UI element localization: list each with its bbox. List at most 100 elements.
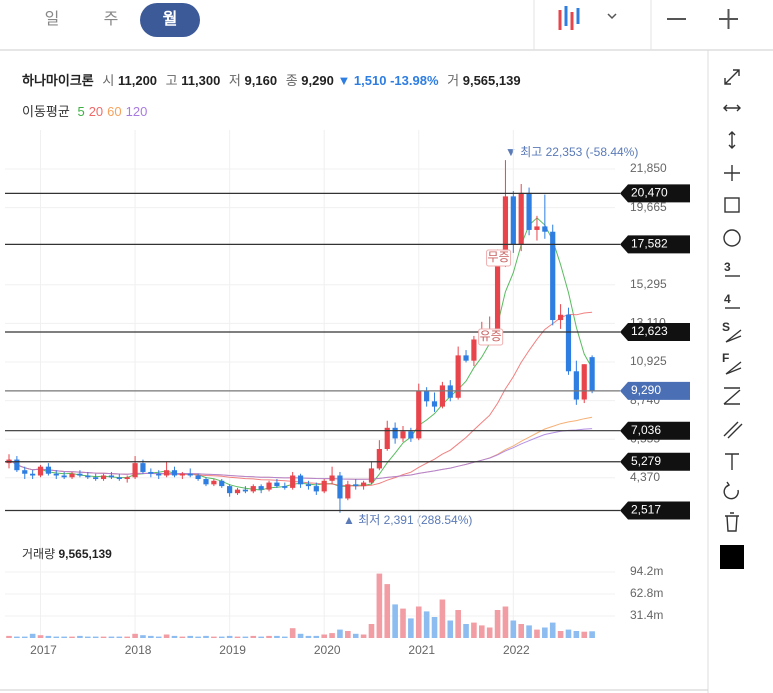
moving-average — [8, 428, 593, 480]
tab[interactable]: 주 — [103, 11, 119, 28]
level-box — [620, 323, 690, 342]
tab-active[interactable]: 월 — [140, 3, 200, 37]
field-value: 9,290 — [301, 73, 334, 88]
volume-bar — [187, 635, 194, 638]
volume-bar — [337, 629, 343, 638]
volume-label: 거 — [447, 73, 460, 88]
candle-body — [526, 192, 532, 230]
volume-title: 거래량 — [22, 547, 56, 561]
volume-bar — [360, 634, 367, 638]
candle-body — [518, 192, 524, 245]
x-tick-label: 2018 — [125, 643, 152, 657]
volume-bar — [345, 631, 351, 638]
volume-bar — [108, 636, 115, 638]
y-tick-label: 19,665 — [630, 200, 667, 214]
volume-bar — [565, 629, 572, 638]
volume-bar — [400, 608, 406, 638]
candle-body — [187, 473, 193, 476]
volume-bar — [61, 636, 67, 638]
volume-bar — [163, 634, 170, 638]
candle-body — [416, 390, 422, 439]
high-annotation: ▼ 최고 22,353 (-58.44%) — [505, 145, 638, 159]
candle-body — [361, 482, 367, 487]
level-label: 17,582 — [631, 237, 668, 251]
volume-bar — [179, 636, 186, 638]
field-label: 시 — [102, 73, 115, 88]
candle-body — [502, 196, 509, 262]
candle-body — [321, 480, 327, 492]
candle-body — [353, 484, 359, 487]
candle-body — [140, 463, 146, 472]
volume-bar — [282, 636, 288, 638]
level-label: 20,470 — [631, 186, 668, 200]
candle-body — [282, 486, 288, 488]
field-value: 9,160 — [244, 73, 278, 88]
volume-bar — [124, 636, 130, 638]
volume-bar — [408, 618, 414, 638]
ma-period: 5 — [77, 104, 85, 119]
volume-bar — [471, 622, 477, 638]
volume-bar — [455, 610, 461, 638]
volume-bar — [132, 633, 138, 638]
candle-body — [148, 471, 154, 474]
ma-period: 20 — [88, 104, 104, 119]
candle-body — [195, 475, 201, 480]
volume-bar — [266, 635, 272, 638]
y-tick-label: 21,850 — [630, 161, 667, 175]
candle-body — [14, 459, 20, 471]
candle-body — [510, 196, 516, 245]
volume-bar — [140, 635, 146, 638]
volume-bar — [502, 606, 509, 638]
candle-body — [179, 473, 185, 476]
volume-bar — [242, 636, 249, 638]
dropdown-icon[interactable] — [607, 13, 617, 20]
stock-name: 하나마이크론 — [22, 73, 94, 88]
volume-bar — [542, 627, 548, 638]
x-tick-label: 2022 — [503, 643, 530, 657]
candle-body — [589, 357, 595, 391]
volume-bar — [518, 624, 524, 638]
level-box — [620, 452, 690, 471]
volume-bar — [329, 633, 335, 638]
candle-body — [424, 390, 430, 402]
candle-body — [534, 226, 540, 230]
tab[interactable]: 일 — [44, 11, 60, 28]
chart-type-icon[interactable] — [558, 6, 580, 30]
volume-bar — [171, 635, 178, 638]
candle-body — [227, 486, 233, 494]
candle-body — [392, 427, 398, 439]
candle-body — [573, 371, 579, 400]
candle-body — [431, 401, 438, 407]
candle-body — [45, 466, 51, 474]
candle-body — [384, 427, 390, 450]
field-label: 종 — [285, 73, 298, 88]
candle-body — [164, 470, 170, 476]
level-box — [620, 421, 690, 440]
level-box — [620, 501, 690, 520]
candle-body — [219, 480, 225, 487]
volume-bar — [526, 625, 532, 638]
volume-bar — [85, 636, 91, 638]
volume-bar — [234, 636, 241, 638]
candle-body — [69, 473, 75, 478]
zoom-in[interactable] — [719, 9, 738, 29]
volume-bar — [447, 620, 454, 638]
volume-legend: 거래량 9,565,139 — [22, 545, 112, 562]
volume-bar — [77, 635, 83, 638]
candle-body — [542, 226, 548, 232]
volume-bar — [203, 635, 209, 638]
volume-bar — [92, 636, 99, 638]
candle-body — [368, 468, 375, 483]
volume-bar — [486, 627, 493, 638]
volume-bar — [510, 620, 517, 638]
low-annotation: ▲ 최저 2,391 (288.54%) — [343, 513, 472, 527]
quote-line: 하나마이크론 시 11,200 고 11,300 저 9,160 종 9,290… — [22, 70, 521, 89]
candle-body — [108, 475, 115, 478]
candle-body — [258, 486, 264, 490]
volume-bar — [274, 635, 280, 638]
volume-tick-label: 62.8m — [630, 586, 663, 600]
volume-bar — [573, 631, 580, 638]
volume-bar — [352, 633, 359, 638]
volume-bar — [439, 599, 446, 638]
